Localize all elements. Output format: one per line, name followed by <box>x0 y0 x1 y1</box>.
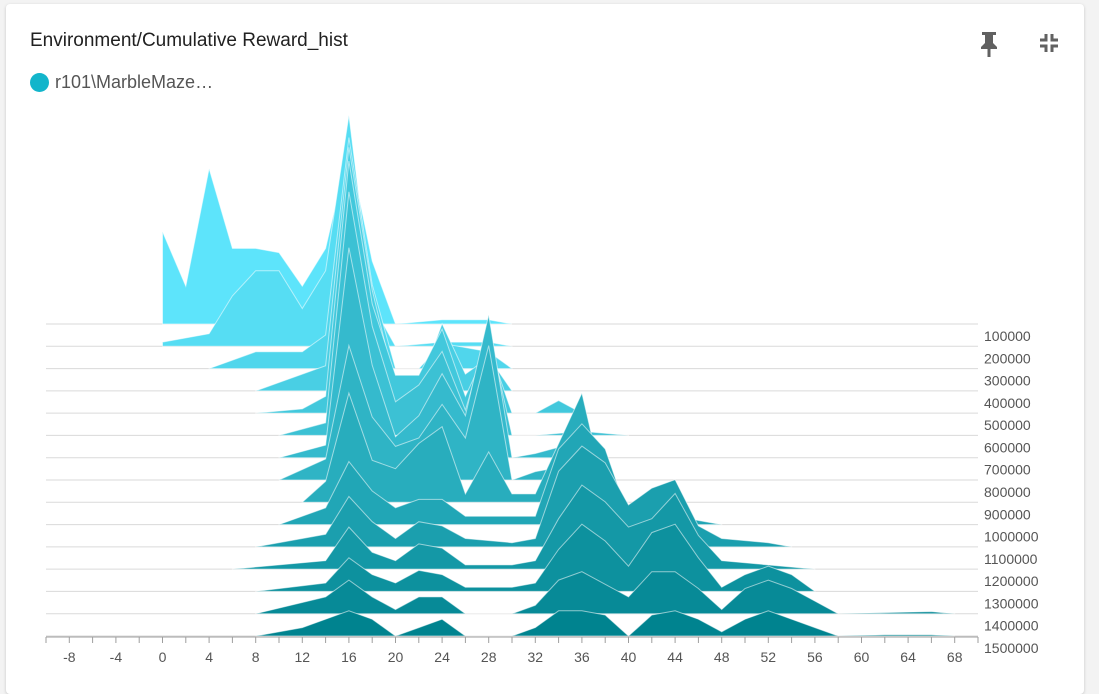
x-tick-label: 16 <box>341 649 357 665</box>
collapse-icon <box>1040 34 1058 52</box>
pin-button[interactable] <box>972 26 1006 60</box>
collapse-button[interactable] <box>1032 26 1066 60</box>
histogram-slice-400000 <box>46 147 978 393</box>
histogram-slice-1500000 <box>46 610 978 637</box>
y-tick-label: 1500000 <box>984 640 1039 656</box>
x-tick-label: 8 <box>252 649 260 665</box>
x-tick-label: 4 <box>205 649 213 665</box>
x-tick-label: 60 <box>854 649 870 665</box>
card-title: Environment/Cumulative Reward_hist <box>30 30 348 51</box>
y-tick-label: 100000 <box>984 328 1031 344</box>
legend-color-dot <box>30 73 49 92</box>
x-tick-label: -4 <box>110 649 123 665</box>
x-tick-label: 24 <box>434 649 450 665</box>
x-tick-label: 20 <box>388 649 404 665</box>
y-tick-label: 700000 <box>984 462 1031 478</box>
x-tick-label: 68 <box>947 649 963 665</box>
legend-run-label: r101\MarbleMaze… <box>55 72 214 92</box>
x-tick-label: 48 <box>714 649 730 665</box>
x-tick-label: 40 <box>621 649 637 665</box>
slice-area <box>255 610 955 637</box>
x-tick-label: 64 <box>900 649 916 665</box>
y-tick-label: 500000 <box>984 417 1031 433</box>
y-tick-label: 1300000 <box>984 595 1039 611</box>
histogram-slice-300000 <box>46 137 978 370</box>
slice-area <box>162 115 513 347</box>
histogram-slice-1400000 <box>46 571 978 615</box>
histogram-slice-900000 <box>46 391 978 504</box>
legend: r101\MarbleMaze… <box>30 72 213 93</box>
y-tick-label: 600000 <box>984 439 1031 455</box>
y-tick-label: 1000000 <box>984 529 1039 545</box>
x-tick-label: 0 <box>159 649 167 665</box>
y-tick-label: 400000 <box>984 395 1031 411</box>
y-tick-label: 1100000 <box>984 551 1038 567</box>
x-tick-label: 32 <box>528 649 544 665</box>
y-tick-label: 300000 <box>984 373 1031 389</box>
y-tick-label: 900000 <box>984 506 1031 522</box>
x-tick-label: 44 <box>667 649 683 665</box>
x-tick-label: 12 <box>295 649 311 665</box>
pin-icon <box>981 32 997 57</box>
histogram-slice-700000 <box>46 247 978 459</box>
y-tick-label: 200000 <box>984 350 1031 366</box>
histogram-slice-100000 <box>46 147 978 325</box>
histogram-slice-1300000 <box>46 523 978 592</box>
histogram-slice-1000000 <box>46 423 978 526</box>
x-tick-label: 36 <box>574 649 590 665</box>
x-tick-label: 52 <box>761 649 777 665</box>
x-tick-label: 28 <box>481 649 497 665</box>
histogram-slice-200000 <box>46 115 978 347</box>
y-tick-label: 800000 <box>984 484 1031 500</box>
y-tick-label: 1200000 <box>984 573 1039 589</box>
y-tick-label: 1400000 <box>984 618 1039 634</box>
slice-area <box>255 571 956 615</box>
x-tick-label: -8 <box>63 649 76 665</box>
x-tick-label: 56 <box>807 649 823 665</box>
